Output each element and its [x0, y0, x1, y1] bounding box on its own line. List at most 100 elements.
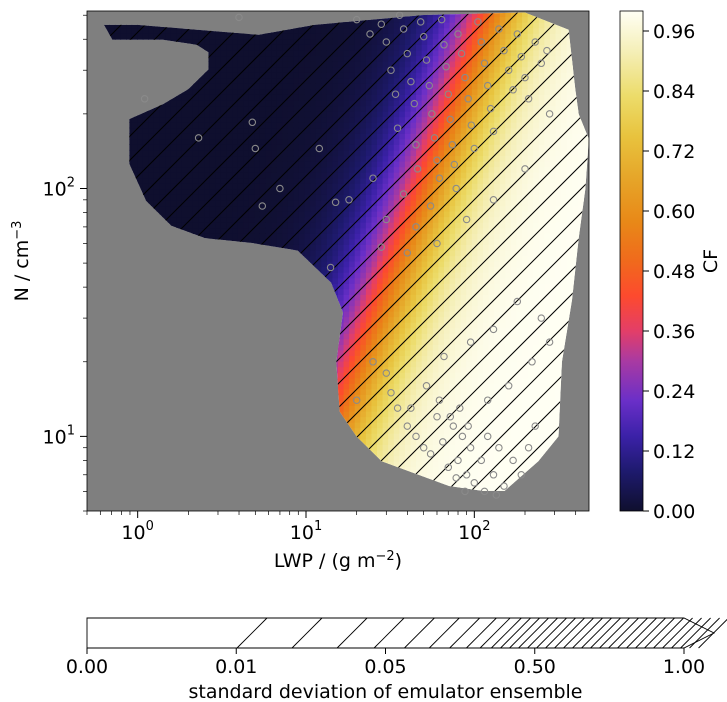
- cf-cell: [315, 161, 322, 168]
- cf-cell: [265, 83, 272, 90]
- cf-cell: [243, 205, 250, 212]
- cf-cell: [265, 177, 272, 184]
- cf-cell: [349, 249, 356, 257]
- cf-cell: [393, 327, 400, 334]
- cf-cell: [254, 94, 261, 101]
- cf-cell: [271, 155, 278, 162]
- cf-cell: [220, 227, 228, 234]
- cf-cell: [109, 33, 116, 40]
- cf-cell: [365, 266, 373, 273]
- cf-cell: [259, 233, 267, 240]
- cf-cell: [360, 111, 367, 118]
- cf-cell: [153, 205, 161, 212]
- cf-cell: [377, 422, 384, 429]
- cf-cell: [365, 433, 373, 440]
- cf-cell: [287, 199, 294, 207]
- cf-cell: [382, 138, 389, 145]
- cf-cell: [338, 27, 345, 34]
- cf-cell: [338, 205, 345, 212]
- cf-cell: [153, 138, 161, 145]
- cf-cell: [276, 244, 283, 251]
- cf-cell: [304, 216, 311, 223]
- cf-cell: [237, 116, 244, 123]
- cf-cell: [349, 77, 356, 84]
- cf-cell: [165, 155, 172, 162]
- cf-cell: [354, 255, 361, 262]
- cf-cell: [343, 183, 350, 190]
- cf-cell: [371, 72, 378, 79]
- cf-cell: [338, 116, 345, 123]
- cf-cell: [332, 22, 339, 29]
- cf-cell: [282, 227, 289, 234]
- cf-cell: [315, 55, 322, 62]
- cf-cell: [254, 72, 261, 79]
- cf-cell: [276, 155, 283, 162]
- cf-cell: [365, 322, 373, 329]
- cf-cell: [338, 172, 345, 179]
- cf-cell: [265, 205, 272, 212]
- cf-cell: [315, 72, 322, 79]
- cf-cell: [204, 227, 211, 234]
- cf-cell: [243, 222, 250, 229]
- cf-cell: [382, 316, 389, 323]
- cf-cell: [304, 94, 311, 101]
- cf-cell: [349, 288, 356, 295]
- cf-cell: [204, 38, 211, 45]
- cf-cell: [248, 77, 255, 84]
- cf-cell: [349, 194, 356, 201]
- cf-cell: [377, 188, 384, 195]
- cf-cell: [198, 27, 205, 34]
- cf-cell: [321, 111, 328, 118]
- cf-cell: [176, 133, 183, 140]
- cf-cell: [254, 116, 261, 123]
- cf-cell: [243, 49, 250, 57]
- cf-cell: [343, 249, 350, 257]
- cf-cell: [354, 283, 361, 290]
- cf-cell: [232, 144, 239, 151]
- cf-cell: [315, 127, 322, 134]
- cf-cell: [388, 272, 395, 279]
- cf-cell: [259, 211, 267, 218]
- cf-cell: [271, 188, 278, 195]
- cf-cell: [338, 55, 345, 62]
- cf-cell: [248, 66, 255, 73]
- cf-cell: [326, 88, 334, 95]
- cf-cell: [142, 27, 149, 34]
- cf-cell: [326, 166, 334, 173]
- cf-cell: [354, 405, 361, 412]
- cf-cell: [298, 149, 306, 157]
- cf-cell: [237, 216, 244, 223]
- cf-cell: [298, 216, 306, 223]
- cf-cell: [360, 33, 367, 40]
- cf-cell: [237, 155, 244, 162]
- cf-cell: [215, 122, 222, 129]
- cf-cell: [237, 105, 244, 112]
- cf-cell: [192, 183, 200, 190]
- cf-cell: [215, 216, 222, 223]
- cf-cell: [393, 455, 400, 462]
- cf-cell: [248, 127, 255, 134]
- cf-cell: [393, 411, 400, 418]
- cf-cell: [315, 94, 322, 101]
- cf-cell: [321, 49, 328, 57]
- cf-cell: [131, 33, 138, 40]
- cf-cell: [259, 111, 267, 118]
- cf-cell: [226, 211, 233, 218]
- cf-cell: [176, 38, 183, 45]
- cf-cell: [332, 255, 339, 262]
- cf-cell: [338, 72, 345, 79]
- cf-cell: [321, 127, 328, 134]
- cf-cell: [187, 199, 194, 207]
- cf-cell: [248, 183, 255, 190]
- cf-cell: [215, 33, 222, 40]
- cf-cell: [282, 99, 289, 107]
- cf-cell: [137, 22, 144, 29]
- cf-cell: [276, 122, 283, 129]
- cf-cell: [349, 127, 356, 134]
- cf-cell: [254, 155, 261, 162]
- cf-cell: [265, 61, 272, 68]
- cf-cell: [321, 161, 328, 168]
- cf-cell: [321, 133, 328, 140]
- cf-cell: [131, 144, 138, 151]
- cf-cell: [170, 216, 177, 223]
